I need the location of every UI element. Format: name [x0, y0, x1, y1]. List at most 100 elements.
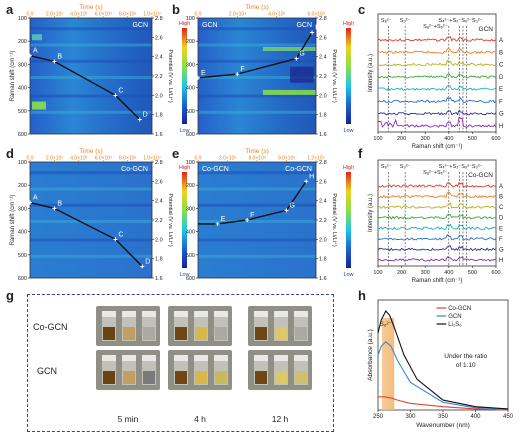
raman-axis-title: Raman shift (cm⁻¹)	[10, 51, 16, 102]
vial-cap	[142, 355, 156, 361]
raman-tick-label: 400	[18, 86, 27, 92]
vial-liquid	[103, 371, 115, 384]
potential-tick-label: 2.2	[155, 74, 163, 80]
vial-liquid	[175, 371, 187, 384]
peak-annotation: S₃²⁻	[400, 164, 411, 170]
vial-liquid	[175, 327, 187, 340]
vial-liquid	[195, 327, 207, 340]
spectrum-sample-label: Co-GCN	[468, 172, 493, 179]
uv-series-Li₂S₆	[377, 310, 509, 410]
raman-tick-label: 500	[186, 109, 195, 115]
heatmap-streak	[30, 254, 152, 258]
series-label-C: C	[499, 63, 504, 69]
spectrum-series-B	[377, 191, 497, 199]
time-tick-label: 0.0	[27, 156, 34, 162]
x-tick-label: 100	[373, 270, 382, 276]
raman-axis-title: Raman shift (cm⁻¹)	[10, 195, 16, 246]
heatmap-streak	[30, 43, 152, 47]
curve-point-label: G	[299, 51, 304, 58]
heatmap-streak	[198, 59, 316, 63]
legend-label: Li₂S₆	[448, 322, 462, 328]
vial-cap	[294, 311, 308, 317]
spectrum-series-C	[377, 59, 497, 67]
vial-cap	[274, 355, 288, 361]
heatmap-streak	[198, 94, 316, 98]
vial-liquid	[215, 327, 227, 340]
series-label-C: C	[499, 205, 504, 211]
x-tick-label: 400	[470, 414, 481, 420]
potential-tick-label: 1.8	[319, 257, 327, 263]
spectrum-series-D	[377, 213, 497, 220]
curve-point-label: B	[57, 54, 62, 61]
y-axis-title: Intensity (a.u.)	[368, 194, 374, 232]
time-tick-label: 0.0	[195, 156, 202, 162]
vial-cap	[174, 355, 188, 361]
potential-axis-title: Potential (V vs. Li/Li⁺)	[167, 193, 174, 247]
curve-point-label: G	[290, 202, 295, 209]
raman-tick-label: 200	[18, 183, 27, 189]
panel-letter-e: e	[172, 146, 180, 161]
x-tick-label: 300	[421, 136, 430, 142]
raman-tick-label: 500	[18, 253, 27, 259]
curve-marker	[28, 200, 32, 205]
photo-panel-g	[27, 294, 334, 432]
curve-point-label: H	[315, 25, 320, 32]
vial-liquid	[215, 371, 227, 384]
photo-time-label: 5 min	[118, 414, 139, 424]
heatmap-streak	[198, 238, 316, 242]
colorbar-high-label: High	[179, 165, 190, 171]
heatmap-streak	[198, 27, 316, 31]
spectrum-series-E	[377, 84, 497, 92]
x-tick-label: 300	[405, 414, 416, 420]
vial-liquid	[123, 327, 135, 340]
curve-marker	[140, 264, 145, 269]
curve-marker	[245, 218, 250, 222]
x-tick-label: 300	[421, 270, 430, 276]
x-tick-label: 250	[373, 414, 384, 420]
heatmap-streak	[30, 187, 152, 191]
curve-marker	[294, 56, 299, 61]
raman-tick-label: 400	[18, 230, 27, 236]
time-tick-label: 2.0×10³	[46, 156, 63, 162]
x-tick-label: 350	[438, 414, 449, 420]
time-tick-label: 8.0×10³	[119, 156, 136, 162]
raman-tick-label: 600	[186, 276, 195, 282]
time-tick-label: 3.0×10³	[219, 156, 236, 162]
spectrum-series-B	[377, 48, 497, 55]
vial-cap	[294, 355, 308, 361]
legend-label: Co-GCN	[448, 306, 471, 312]
sulfide-band	[381, 318, 395, 410]
vial-cap	[214, 355, 228, 361]
x-tick-label: 600	[491, 270, 500, 276]
raman-tick-label: 400	[186, 230, 195, 236]
colorbar	[346, 172, 351, 268]
potential-tick-label: 2.6	[319, 35, 327, 41]
spectrum-series-H	[377, 116, 497, 128]
band-label: S₆²⁻	[380, 321, 393, 328]
time-tick-label: 8.0×10³	[119, 12, 136, 18]
heatmap-streak	[30, 76, 152, 79]
raman-tick-label: 600	[186, 132, 195, 138]
x-tick-label: 200	[397, 136, 406, 142]
series-label-B: B	[499, 50, 503, 56]
uv-annotation: of 1:10	[456, 362, 476, 369]
colorbar-high-label: High	[343, 165, 354, 171]
time-tick-label: 2.0×10³	[229, 12, 246, 18]
potential-tick-label: 2.0	[319, 237, 327, 243]
raman-tick-label: 100	[186, 16, 195, 22]
colorbar	[182, 172, 187, 268]
vial-liquid	[195, 371, 207, 384]
colorbar-high-label: High	[343, 21, 354, 27]
potential-tick-label: 1.8	[155, 113, 163, 119]
uv-series-Co-GCN	[378, 396, 509, 411]
colorbar-low-label: Low	[343, 128, 353, 134]
spectrum-series-A	[377, 181, 497, 188]
spectrum-series-F	[377, 96, 497, 104]
curve-point-label: H	[309, 173, 314, 180]
time-axis-title: Time (s)	[79, 4, 103, 11]
peak-annotation: S₈²⁻+S₆²⁻	[423, 170, 448, 176]
heatmap-streak	[30, 59, 152, 63]
x-axis-title: Wavenumber (nm)	[416, 422, 470, 429]
potential-tick-label: 2.4	[319, 55, 327, 61]
